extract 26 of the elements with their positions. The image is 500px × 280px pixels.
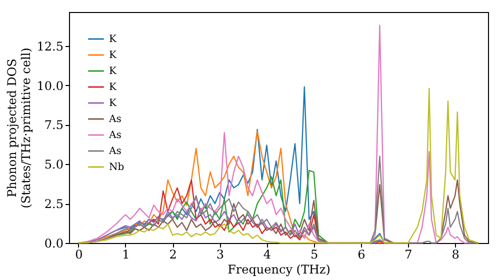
y-axis-title: Phonon projected DOS (States/THz·primitive cell) bbox=[4, 48, 33, 208]
legend-label: K bbox=[109, 34, 117, 45]
x-tick-label: 0 bbox=[75, 248, 83, 262]
x-tick-label: 2 bbox=[169, 248, 177, 262]
legend-label: K bbox=[109, 50, 117, 61]
y-tick-label: 7.5 bbox=[44, 118, 64, 132]
legend-label: Nb bbox=[109, 162, 124, 173]
legend-label: K bbox=[109, 98, 117, 109]
y-tick-label: 12.5 bbox=[36, 39, 64, 54]
x-axis-title: Frequency (THz) bbox=[228, 262, 330, 276]
legend-label: As bbox=[108, 146, 122, 157]
y-tick-label: 2.5 bbox=[44, 197, 64, 212]
x-tick-label: 3 bbox=[216, 248, 224, 262]
y-tick-label: 5.0 bbox=[44, 158, 64, 172]
x-tick-label: 5 bbox=[310, 248, 318, 262]
legend-label: As bbox=[108, 130, 122, 141]
x-tick-label: 8 bbox=[452, 248, 460, 262]
x-tick-label: 6 bbox=[358, 248, 366, 262]
y-tick-label: 10.0 bbox=[36, 78, 64, 93]
x-tick-label: 1 bbox=[122, 248, 130, 262]
x-tick-label: 7 bbox=[404, 248, 412, 262]
y-tick-label: 0.0 bbox=[44, 236, 64, 250]
x-tick-label: 4 bbox=[263, 248, 272, 262]
legend-label: K bbox=[109, 82, 117, 93]
legend-label: K bbox=[109, 66, 117, 77]
legend-label: As bbox=[108, 114, 122, 125]
